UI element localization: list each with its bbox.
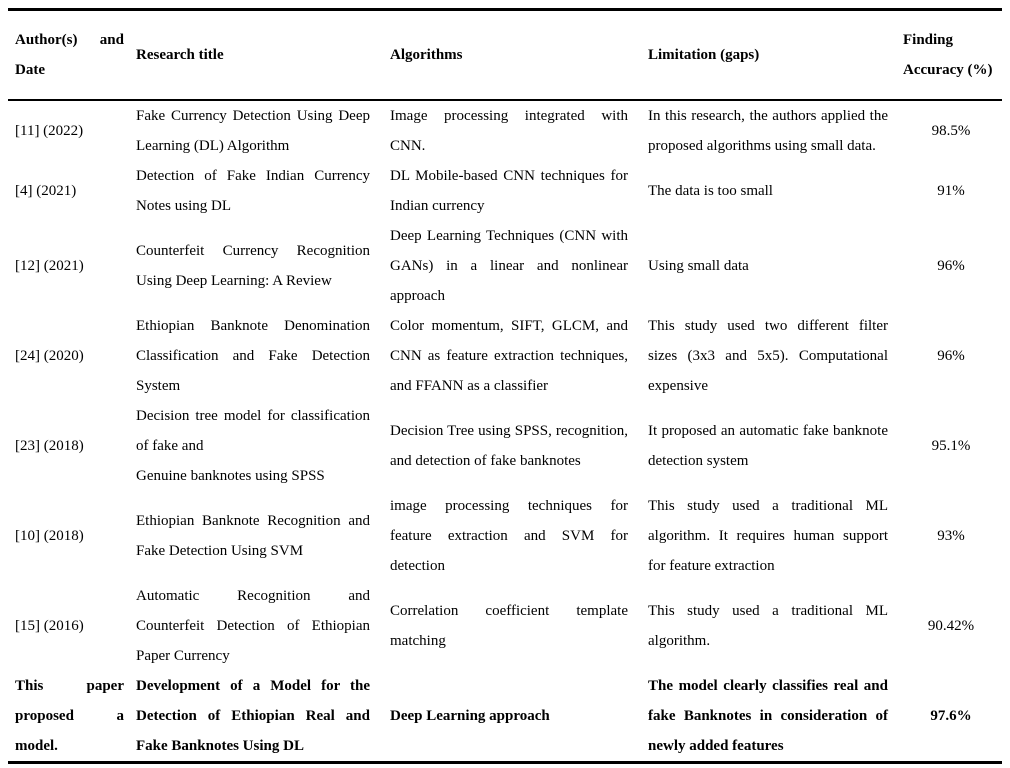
- cell-accuracy: 96%: [937, 258, 965, 274]
- cell-limitation: It proposed an automatic fake banknote d…: [648, 423, 888, 469]
- cell-algorithms: Decision Tree using SPSS, recognition, a…: [390, 423, 628, 469]
- cell-accuracy: 96%: [937, 348, 965, 364]
- cell-algorithms: Deep Learning Techniques (CNN with GANs)…: [390, 228, 628, 304]
- table-header: Author(s) and Date Research title Algori…: [8, 9, 1002, 101]
- cell-author-date: [12] (2021): [15, 258, 84, 274]
- cell-algorithms: Correlation coefficient template matchin…: [390, 603, 628, 649]
- cell-research-title: Ethiopian Banknote Denomination Classifi…: [136, 318, 370, 394]
- literature-review-table: Author(s) and Date Research title Algori…: [8, 8, 1002, 764]
- cell-research-title: Counterfeit Currency Recognition Using D…: [136, 243, 370, 289]
- table-row: [15] (2016) Automatic Recognition and Co…: [8, 581, 1002, 671]
- col-header-finding-accuracy: Finding Accuracy (%): [900, 9, 1002, 101]
- col-header-limitation: Limitation (gaps): [648, 9, 900, 101]
- cell-author-date: This paper proposed a model.: [15, 678, 124, 754]
- table-row: [12] (2021) Counterfeit Currency Recogni…: [8, 221, 1002, 311]
- cell-limitation: In this research, the authors applied th…: [648, 108, 888, 154]
- table-row: [4] (2021) Detection of Fake Indian Curr…: [8, 161, 1002, 221]
- table-body: [11] (2022) Fake Currency Detection Usin…: [8, 100, 1002, 763]
- col-header-algorithms: Algorithms: [390, 9, 648, 101]
- cell-author-date: [15] (2016): [15, 618, 84, 634]
- cell-limitation: This study used two different filter siz…: [648, 318, 888, 394]
- cell-research-title: Ethiopian Banknote Recognition and Fake …: [136, 513, 370, 559]
- paper-page: Author(s) and Date Research title Algori…: [0, 8, 1010, 768]
- cell-limitation: Using small data: [648, 258, 749, 274]
- cell-accuracy: 98.5%: [931, 123, 971, 139]
- cell-research-title: Fake Currency Detection Using Deep Learn…: [136, 108, 370, 154]
- col-header-author-date: Author(s) and Date: [8, 9, 136, 101]
- table-row: [11] (2022) Fake Currency Detection Usin…: [8, 100, 1002, 161]
- cell-author-date: [23] (2018): [15, 438, 84, 454]
- table-row: [24] (2020) Ethiopian Banknote Denominat…: [8, 311, 1002, 401]
- cell-algorithms: Deep Learning approach: [390, 708, 550, 724]
- cell-limitation: The data is too small: [648, 183, 773, 199]
- cell-algorithms: DL Mobile-based CNN techniques for India…: [390, 168, 628, 214]
- cell-accuracy: 90.42%: [927, 618, 975, 634]
- table-row: [23] (2018) Decision tree model for clas…: [8, 401, 1002, 491]
- cell-algorithms: Color momentum, SIFT, GLCM, and CNN as f…: [390, 318, 628, 394]
- cell-research-title: Development of a Model for the Detection…: [136, 678, 370, 754]
- cell-research-title: Detection of Fake Indian Currency Notes …: [136, 168, 370, 214]
- cell-author-date: [10] (2018): [15, 528, 84, 544]
- header-row: Author(s) and Date Research title Algori…: [8, 9, 1002, 101]
- cell-research-title: Decision tree model for classification o…: [136, 408, 370, 484]
- table-row: This paper proposed a model. Development…: [8, 671, 1002, 763]
- cell-accuracy: 91%: [937, 183, 965, 199]
- col-header-research-title: Research title: [136, 9, 390, 101]
- cell-limitation: The model clearly classifies real and fa…: [648, 678, 888, 754]
- cell-author-date: [4] (2021): [15, 183, 77, 199]
- cell-limitation: This study used a traditional ML algorit…: [648, 498, 888, 574]
- cell-research-title: Automatic Recognition and Counterfeit De…: [136, 588, 370, 664]
- cell-accuracy: 93%: [937, 528, 965, 544]
- cell-accuracy: 97.6%: [930, 708, 972, 724]
- table-row: [10] (2018) Ethiopian Banknote Recogniti…: [8, 491, 1002, 581]
- cell-author-date: [11] (2022): [15, 123, 84, 139]
- cell-limitation: This study used a traditional ML algorit…: [648, 603, 888, 649]
- cell-algorithms: Image processing integrated with CNN.: [390, 108, 628, 154]
- cell-author-date: [24] (2020): [15, 348, 84, 364]
- cell-accuracy: 95.1%: [931, 438, 971, 454]
- cell-algorithms: image processing techniques for feature …: [390, 498, 628, 574]
